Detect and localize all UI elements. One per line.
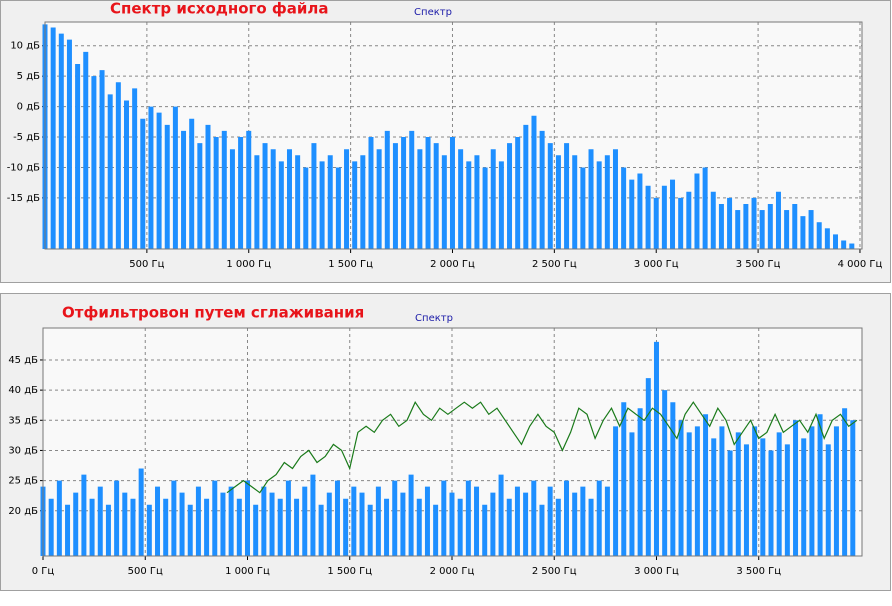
x-tick-label: 500 Гц	[128, 566, 163, 577]
x-tick-label: 0 Гц	[32, 566, 55, 577]
legend-label: Спектр	[414, 7, 452, 18]
y-tick-label: 25 дБ	[8, 476, 38, 487]
x-tick-label: 500 Гц	[129, 259, 164, 270]
smoothed-line	[226, 400, 858, 494]
legend-label: Спектр	[415, 313, 453, 324]
y-tick-label: -15 дБ	[7, 193, 40, 204]
chart-title: Отфильтровон путем сглаживания	[62, 304, 364, 322]
y-tick-label: 35 дБ	[8, 415, 38, 426]
x-tick-label: 3 500 Гц	[736, 259, 781, 270]
x-tick-label: 2 000 Гц	[430, 259, 475, 270]
x-tick-label: 2 500 Гц	[532, 259, 577, 270]
y-tick-label: 40 дБ	[8, 385, 38, 396]
x-tick-label: 1 000 Гц	[225, 566, 270, 577]
x-tick-label: 3 000 Гц	[634, 566, 679, 577]
x-tick-label: 2 000 Гц	[430, 566, 475, 577]
y-tick-label: 20 дБ	[8, 506, 38, 517]
x-tick-label: 3 000 Гц	[634, 259, 679, 270]
y-tick-label: 5 дБ	[17, 71, 40, 82]
x-tick-label: 3 500 Гц	[736, 566, 781, 577]
y-tick-label: 10 дБ	[10, 41, 40, 52]
x-tick-label: 4 000 Гц	[838, 259, 883, 270]
y-tick-label: 45 дБ	[8, 355, 38, 366]
x-tick-label: 1 500 Гц	[328, 259, 373, 270]
y-tick-label: 30 дБ	[8, 445, 38, 456]
x-tick-label: 1 000 Гц	[226, 259, 271, 270]
y-tick-label: 0 дБ	[17, 102, 40, 113]
x-tick-label: 1 500 Гц	[327, 566, 372, 577]
chart-title: Спектр исходного файла	[110, 0, 329, 18]
plot-border	[42, 327, 863, 557]
y-tick-label: -10 дБ	[7, 162, 40, 173]
plot-border	[44, 21, 863, 250]
x-tick-label: 2 500 Гц	[532, 566, 577, 577]
y-tick-label: -5 дБ	[13, 132, 40, 143]
